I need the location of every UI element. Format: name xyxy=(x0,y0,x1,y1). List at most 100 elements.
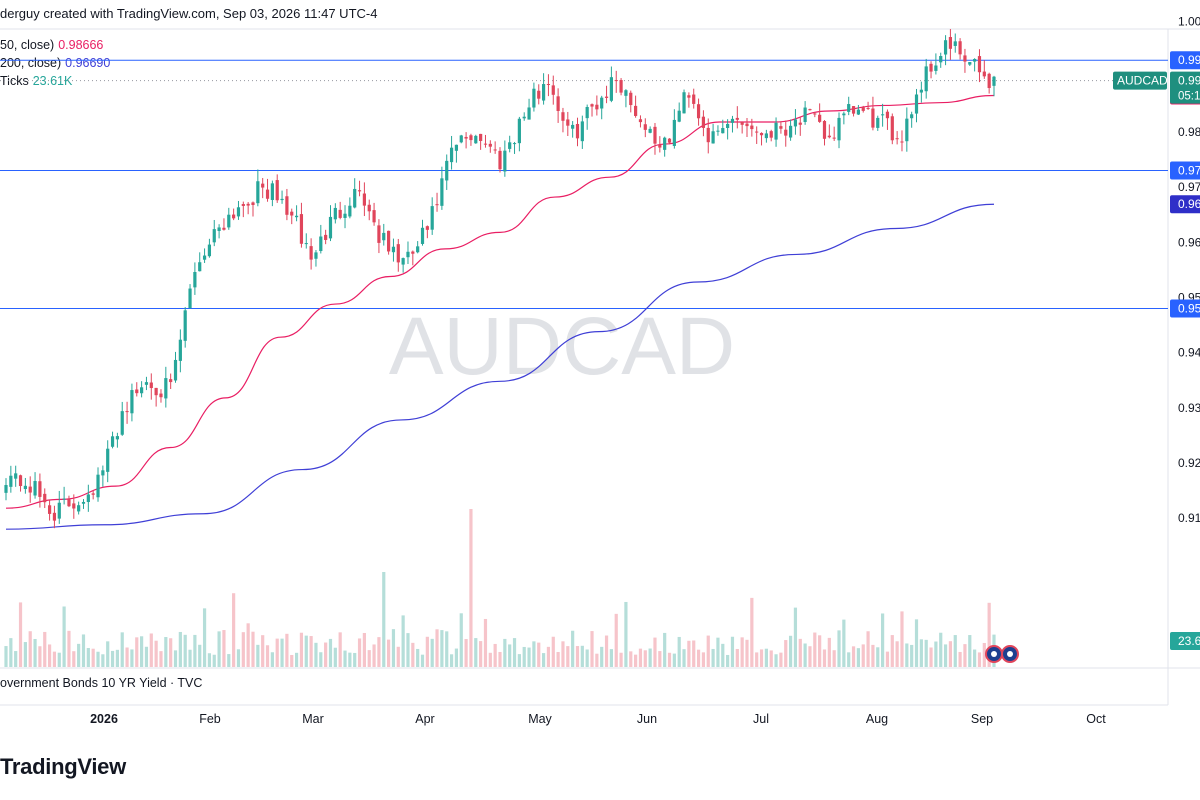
candle-body xyxy=(948,37,953,49)
volume-bar xyxy=(590,631,594,667)
volume-bar xyxy=(677,636,681,667)
legend-ma200-value: 0.96690 xyxy=(65,56,111,70)
candle-body xyxy=(924,66,928,92)
candle-body xyxy=(275,180,279,201)
volume-bar xyxy=(469,509,473,667)
volume-bar xyxy=(164,637,168,667)
volume-bar xyxy=(425,636,429,667)
volume-bar xyxy=(67,630,71,667)
candle-body xyxy=(290,211,294,216)
volume-bar xyxy=(604,635,609,667)
volume-bar xyxy=(643,650,647,667)
candle-body xyxy=(648,128,652,133)
volume-bar xyxy=(304,635,308,667)
volume-bar xyxy=(861,644,865,667)
candle-body xyxy=(851,106,856,114)
volume-bar xyxy=(696,649,701,667)
candle-body xyxy=(745,123,749,127)
volume-bar xyxy=(357,638,362,667)
volume-bar xyxy=(667,652,672,667)
legend-ma50-value: 0.98666 xyxy=(58,38,104,52)
volume-bar xyxy=(430,638,434,667)
volume-bar xyxy=(401,615,405,667)
candle-body xyxy=(914,94,919,114)
candle-body xyxy=(866,107,870,109)
y-tick-label: 0.98 xyxy=(1178,125,1200,139)
volume-bar xyxy=(338,632,342,667)
volume-bar xyxy=(682,649,686,667)
legend-ma50[interactable]: 50, close) 0.98666 xyxy=(0,38,103,52)
volume-bar xyxy=(595,653,599,667)
candle-body xyxy=(101,470,105,476)
candle-body xyxy=(420,227,425,244)
candle-body xyxy=(52,512,57,521)
candle-body xyxy=(449,147,454,163)
volume-bar xyxy=(120,632,124,667)
volume-bar xyxy=(818,635,822,667)
volume-bar xyxy=(72,651,76,667)
volume-bar xyxy=(110,650,115,667)
candle-body xyxy=(982,71,986,77)
volume-bar xyxy=(464,639,468,667)
candle-body xyxy=(779,126,783,129)
candle-body xyxy=(367,204,371,212)
volume-bar xyxy=(755,652,759,667)
last-price-symbol-bg xyxy=(1113,71,1167,90)
x-tick-label: Jul xyxy=(753,712,769,726)
candle-body xyxy=(314,252,318,259)
candle-body xyxy=(677,110,681,122)
candle-body xyxy=(33,481,37,496)
candle-body xyxy=(130,390,134,414)
volume-bar xyxy=(876,647,880,667)
volume-bar xyxy=(508,644,512,667)
ma200-tag-text: 0.96 xyxy=(1178,197,1200,211)
candle-body xyxy=(106,448,110,472)
volume-bar xyxy=(609,649,613,667)
volume-bar xyxy=(488,652,492,667)
volume-bar xyxy=(222,630,226,667)
y-tick-label: 0.91 xyxy=(1178,511,1200,525)
candle-body xyxy=(939,56,943,63)
candle-body xyxy=(953,41,957,46)
volume-bar xyxy=(309,636,313,667)
candle-body xyxy=(798,122,802,125)
candle-body xyxy=(333,207,337,220)
candle-body xyxy=(876,117,880,128)
legend-ma200[interactable]: 200, close) 0.96690 xyxy=(0,56,110,70)
volume-bar xyxy=(634,654,638,667)
candle-body xyxy=(512,143,517,145)
candle-body xyxy=(493,149,497,151)
candle-body xyxy=(590,104,594,107)
volume-bar xyxy=(890,635,894,667)
event-flag-dot xyxy=(1007,651,1013,657)
candle-body xyxy=(198,262,202,272)
volume-bar xyxy=(895,641,899,667)
candle-body xyxy=(459,135,463,143)
volume-bar xyxy=(324,642,328,667)
candle-body xyxy=(822,120,827,139)
volume-bar xyxy=(232,593,236,667)
volume-bar xyxy=(149,633,153,667)
volume-bar xyxy=(585,649,589,667)
candle-body xyxy=(328,216,333,239)
y-tick-label: 0.94 xyxy=(1178,346,1200,360)
candle-body xyxy=(57,502,61,519)
candle-body xyxy=(14,473,18,479)
volume-bar xyxy=(851,646,856,667)
candle-body xyxy=(251,202,255,205)
candle-body xyxy=(81,501,86,504)
volume-bars xyxy=(4,509,996,667)
candle-body xyxy=(135,389,139,394)
volume-bar xyxy=(958,651,962,667)
volume-bar xyxy=(57,652,61,667)
candle-body xyxy=(726,123,730,129)
volume-bar xyxy=(188,649,192,667)
volume-bar xyxy=(929,647,933,667)
volume-bar xyxy=(144,646,149,667)
candle-body xyxy=(96,474,100,498)
candle-body xyxy=(943,40,948,55)
volume-bar xyxy=(885,651,890,667)
candle-body xyxy=(963,55,967,62)
